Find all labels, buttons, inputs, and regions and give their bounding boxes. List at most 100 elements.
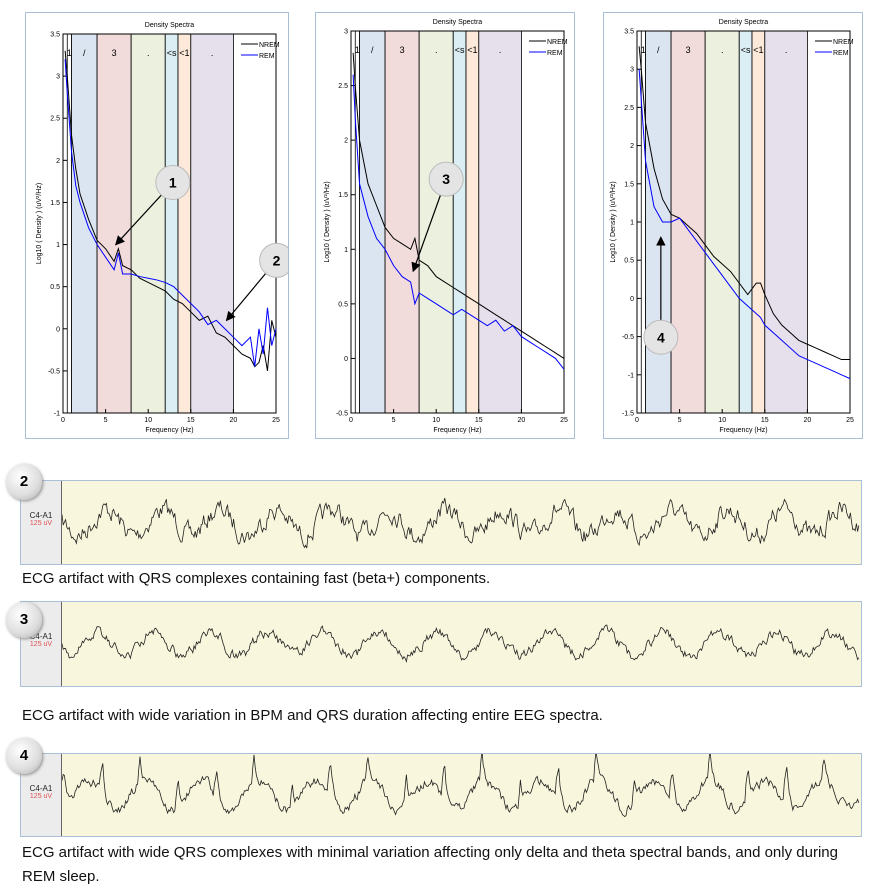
x-tick-label: 10 [432,417,440,424]
y-tick-label: -0.5 [622,334,634,341]
trace-caption: ECG artifact with wide QRS complexes wit… [22,844,838,885]
y-axis-label: Log10 ( Density ) (uV²/Hz) [36,183,43,264]
band-label: / [657,45,660,55]
y-tick-label: 0 [56,326,60,333]
x-tick-label: 15 [475,417,483,424]
eeg-waveform [62,754,860,818]
frequency-band [465,30,480,414]
series-line-rem [638,69,851,380]
band-label: <1 [753,45,763,55]
chart-title: Density Spectra [145,22,195,29]
y-tick-label: 0.5 [624,258,634,265]
frequency-band [738,30,753,414]
eeg-waveform [62,624,860,663]
legend-label: REM [547,50,563,57]
series-line-nrem [64,50,277,371]
y-tick-label: -1.5 [622,411,634,418]
band-label: . [785,45,788,55]
band-label: 3 [686,45,691,55]
eeg-waveform [62,497,860,549]
chart-title: Density Spectra [433,19,483,26]
y-tick-label: 0.5 [338,301,348,308]
band-label: <s [741,45,751,55]
frequency-band [130,33,166,414]
x-tick-label: 20 [804,417,812,424]
eeg-trace-panel-3: C4-A1 125 uV [20,601,862,687]
frequency-band [640,30,646,414]
y-tick-label: 0 [344,356,348,363]
frequency-band [751,30,766,414]
annotation-badge [643,319,679,355]
frequency-band [704,30,740,414]
x-tick-label: 0 [349,417,353,424]
y-tick-label: 3 [344,29,348,36]
legend-label: NREM [547,39,568,46]
frequency-band [190,33,234,414]
y-tick-label: 2.5 [624,105,634,112]
band-label: <1 [467,45,477,55]
x-tick-label: 0 [635,417,639,424]
y-tick-label: 0 [630,296,634,303]
band-label: / [371,45,374,55]
eeg-trace-panel-2: C4-A1 125 uV [20,480,862,565]
legend-label: REM [833,50,849,57]
series-line-rem [352,74,565,370]
frequency-band [96,33,132,414]
legend-label: NREM [833,39,854,46]
x-tick-label: 20 [518,417,526,424]
y-axis-label: Log10 ( Density ) (uV²/Hz) [610,181,617,262]
band-label: <s [167,48,177,58]
x-tick-label: 25 [560,417,568,424]
y-axis-label: Log10 ( Density ) (uV²/Hz) [324,181,331,262]
y-tick-label: 1.5 [624,181,634,188]
eeg-signal [62,624,860,663]
x-axis-label: Frequency (Hz) [433,427,481,434]
band-label: <1 [179,48,189,58]
annotation-badge [155,165,191,201]
y-tick-label: 2.5 [50,116,60,123]
channel-scale: 125 uV [29,520,53,527]
y-tick-label: 2 [56,158,60,165]
annotation-badge: 2 [6,464,42,500]
x-axis-label: Frequency (Hz) [719,427,767,434]
y-tick-label: -1 [54,411,60,418]
trace-caption: ECG artifact with wide variation in BPM … [22,707,603,724]
plot-frame [62,33,277,414]
y-tick-label: -0.5 [48,368,60,375]
y-tick-label: 2.5 [338,83,348,90]
annotation-label: 4 [657,329,665,345]
y-tick-label: 2 [344,138,348,145]
series-line-nrem [352,52,565,359]
y-tick-label: 3.5 [624,29,634,36]
x-tick-label: 25 [272,417,280,424]
legend-label: NREM [259,42,280,49]
x-tick-label: 15 [187,417,195,424]
frequency-band [418,30,454,414]
band-label: 3 [112,48,117,58]
channel-name: C4-A1 [29,632,53,641]
band-label: . [211,48,214,58]
y-tick-label: -0.5 [336,411,348,418]
annotation-badge: 4 [6,738,42,774]
frequency-band [71,33,98,414]
band-label: 1 [641,45,646,55]
band-label: . [721,45,724,55]
y-tick-label: 1.5 [338,192,348,199]
eeg-signal [62,754,860,818]
x-tick-label: 5 [678,417,682,424]
band-label: 1 [355,45,360,55]
spectrum-chart-3: 1/3. <s <1. Density Spectra 0 5 10 15 20 25 -1.5 -1… [603,12,863,439]
band-label: . [499,45,502,55]
series-line-rem [64,59,277,367]
x-axis-label: Frequency (Hz) [145,427,193,434]
x-tick-label: 10 [718,417,726,424]
plot-frame [350,30,565,414]
channel-name: C4-A1 [29,784,53,793]
x-tick-label: 15 [761,417,769,424]
y-tick-label: 1 [344,247,348,254]
x-tick-label: 10 [144,417,152,424]
y-tick-label: -1 [628,372,634,379]
y-tick-label: 3 [630,67,634,74]
frequency-band [452,30,467,414]
x-tick-label: 5 [104,417,108,424]
